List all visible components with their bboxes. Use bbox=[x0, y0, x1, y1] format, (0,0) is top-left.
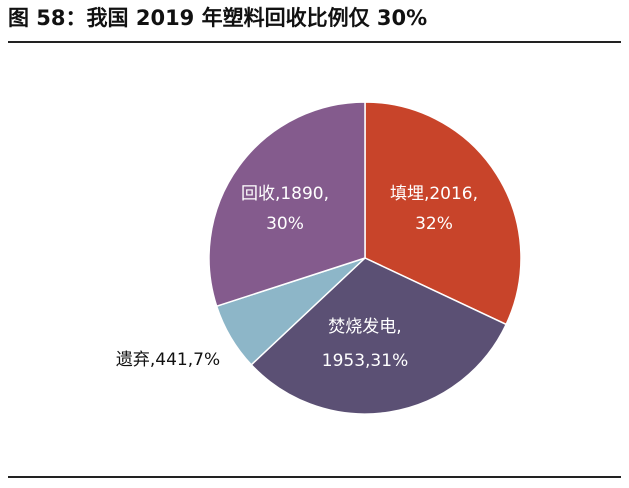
bottom-divider bbox=[8, 476, 621, 478]
slice-label-line: 遗弃,441,7% bbox=[116, 350, 220, 370]
pie-slice bbox=[364, 101, 522, 326]
slice-label-line: 1953,31% bbox=[322, 351, 408, 371]
slice-label-line: 30% bbox=[266, 214, 304, 234]
pie-slice bbox=[208, 101, 366, 308]
title-divider bbox=[8, 41, 621, 43]
slice-data-label: 回收,1890, 30% bbox=[241, 184, 329, 234]
figure-title: 图 58：我国 2019 年塑料回收比例仅 30% bbox=[8, 6, 428, 30]
slice-data-label: 焚烧发电, 1953,31% bbox=[322, 317, 408, 371]
slice-label-line: 焚烧发电, bbox=[328, 317, 401, 337]
slice-label-line: 填埋,2016, bbox=[390, 184, 478, 204]
pie-slice bbox=[250, 257, 508, 415]
slice-data-label: 填埋,2016, 32% bbox=[390, 184, 478, 234]
slice-data-label: 遗弃,441,7% bbox=[116, 350, 220, 370]
slice-label-line: 32% bbox=[415, 214, 453, 234]
slice-label-line: 回收,1890, bbox=[241, 184, 329, 204]
